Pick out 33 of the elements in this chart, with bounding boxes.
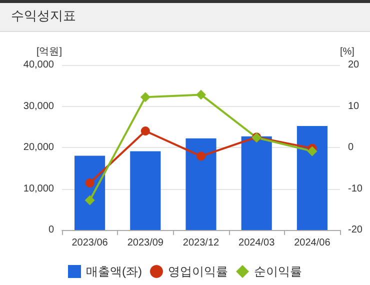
y2-tick-label: 0: [348, 142, 354, 153]
bar: [296, 126, 328, 230]
point: [196, 152, 206, 161]
y2-axis-title: [%]: [340, 46, 355, 58]
y2-tick-label: 10: [348, 100, 360, 112]
legend-label: 순이익률: [254, 264, 302, 278]
bar: [186, 138, 216, 230]
point: [85, 178, 94, 188]
point: [307, 146, 318, 156]
x-tick-label: 2023/09: [127, 238, 164, 248]
x-tick-label: 2024/03: [238, 238, 276, 248]
x-tick-label: 2023/12: [182, 238, 220, 248]
point: [84, 195, 95, 206]
y-tick-label: 0: [48, 224, 54, 236]
y-tick-label: 40,000: [23, 60, 54, 70]
legend-label: 영업이익률: [168, 264, 228, 278]
y-tick-label: 30,000: [23, 100, 54, 112]
y2-tick-label: 20: [348, 60, 360, 70]
x-tick-label: 2023/06: [72, 238, 108, 248]
point: [140, 92, 150, 102]
point: [140, 126, 150, 136]
y-tick-label: 10,000: [23, 183, 54, 194]
bar: [241, 136, 272, 230]
x-tick-label: 2024/06: [294, 238, 331, 248]
chart-title: 수익성지표: [0, 0, 370, 32]
y-tick-label: 20,000: [23, 142, 54, 153]
point: [196, 90, 206, 100]
legend-label: 매출액(좌): [86, 264, 142, 278]
y-axis-title: [억원]: [36, 46, 62, 58]
y2-tick-label: -10: [348, 183, 363, 194]
y2-tick-label: -20: [348, 224, 363, 236]
bar: [74, 156, 106, 230]
bar: [130, 151, 161, 230]
